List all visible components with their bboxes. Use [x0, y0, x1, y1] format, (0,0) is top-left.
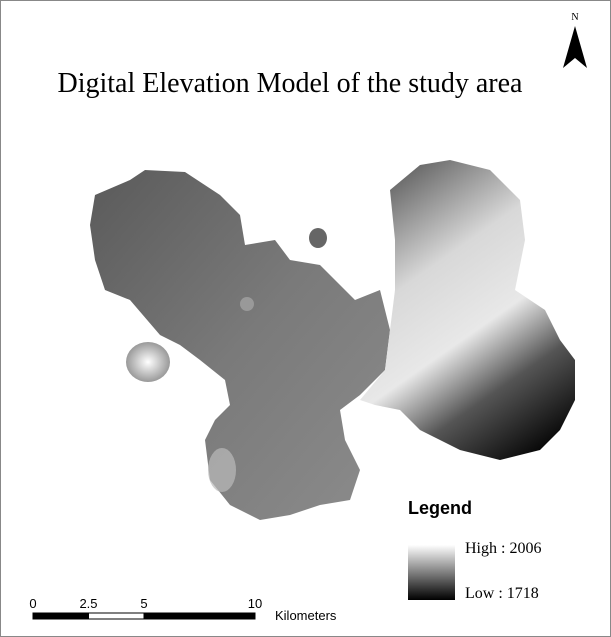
scale-tick-label: 0 — [29, 596, 36, 611]
scale-bar: 0 2.5 5 10 Kilometers — [29, 596, 337, 623]
scale-segment — [88, 612, 145, 620]
map-title: Digital Elevation Model of the study are… — [58, 68, 524, 99]
scale-tick-label: 2.5 — [79, 596, 97, 611]
dem-raster — [90, 160, 575, 520]
north-arrow — [563, 26, 587, 68]
legend-title: Legend — [408, 498, 472, 518]
legend-high: High : 2006 — [465, 540, 541, 557]
north-label: N — [571, 12, 578, 23]
scale-segment — [143, 612, 256, 620]
scale-segment — [32, 612, 89, 620]
scale-unit: Kilometers — [275, 608, 337, 623]
legend-low: Low : 1718 — [465, 585, 539, 602]
legend-ramp — [408, 545, 455, 600]
scale-tick-label: 5 — [140, 596, 147, 611]
scale-tick-label: 10 — [248, 596, 262, 611]
